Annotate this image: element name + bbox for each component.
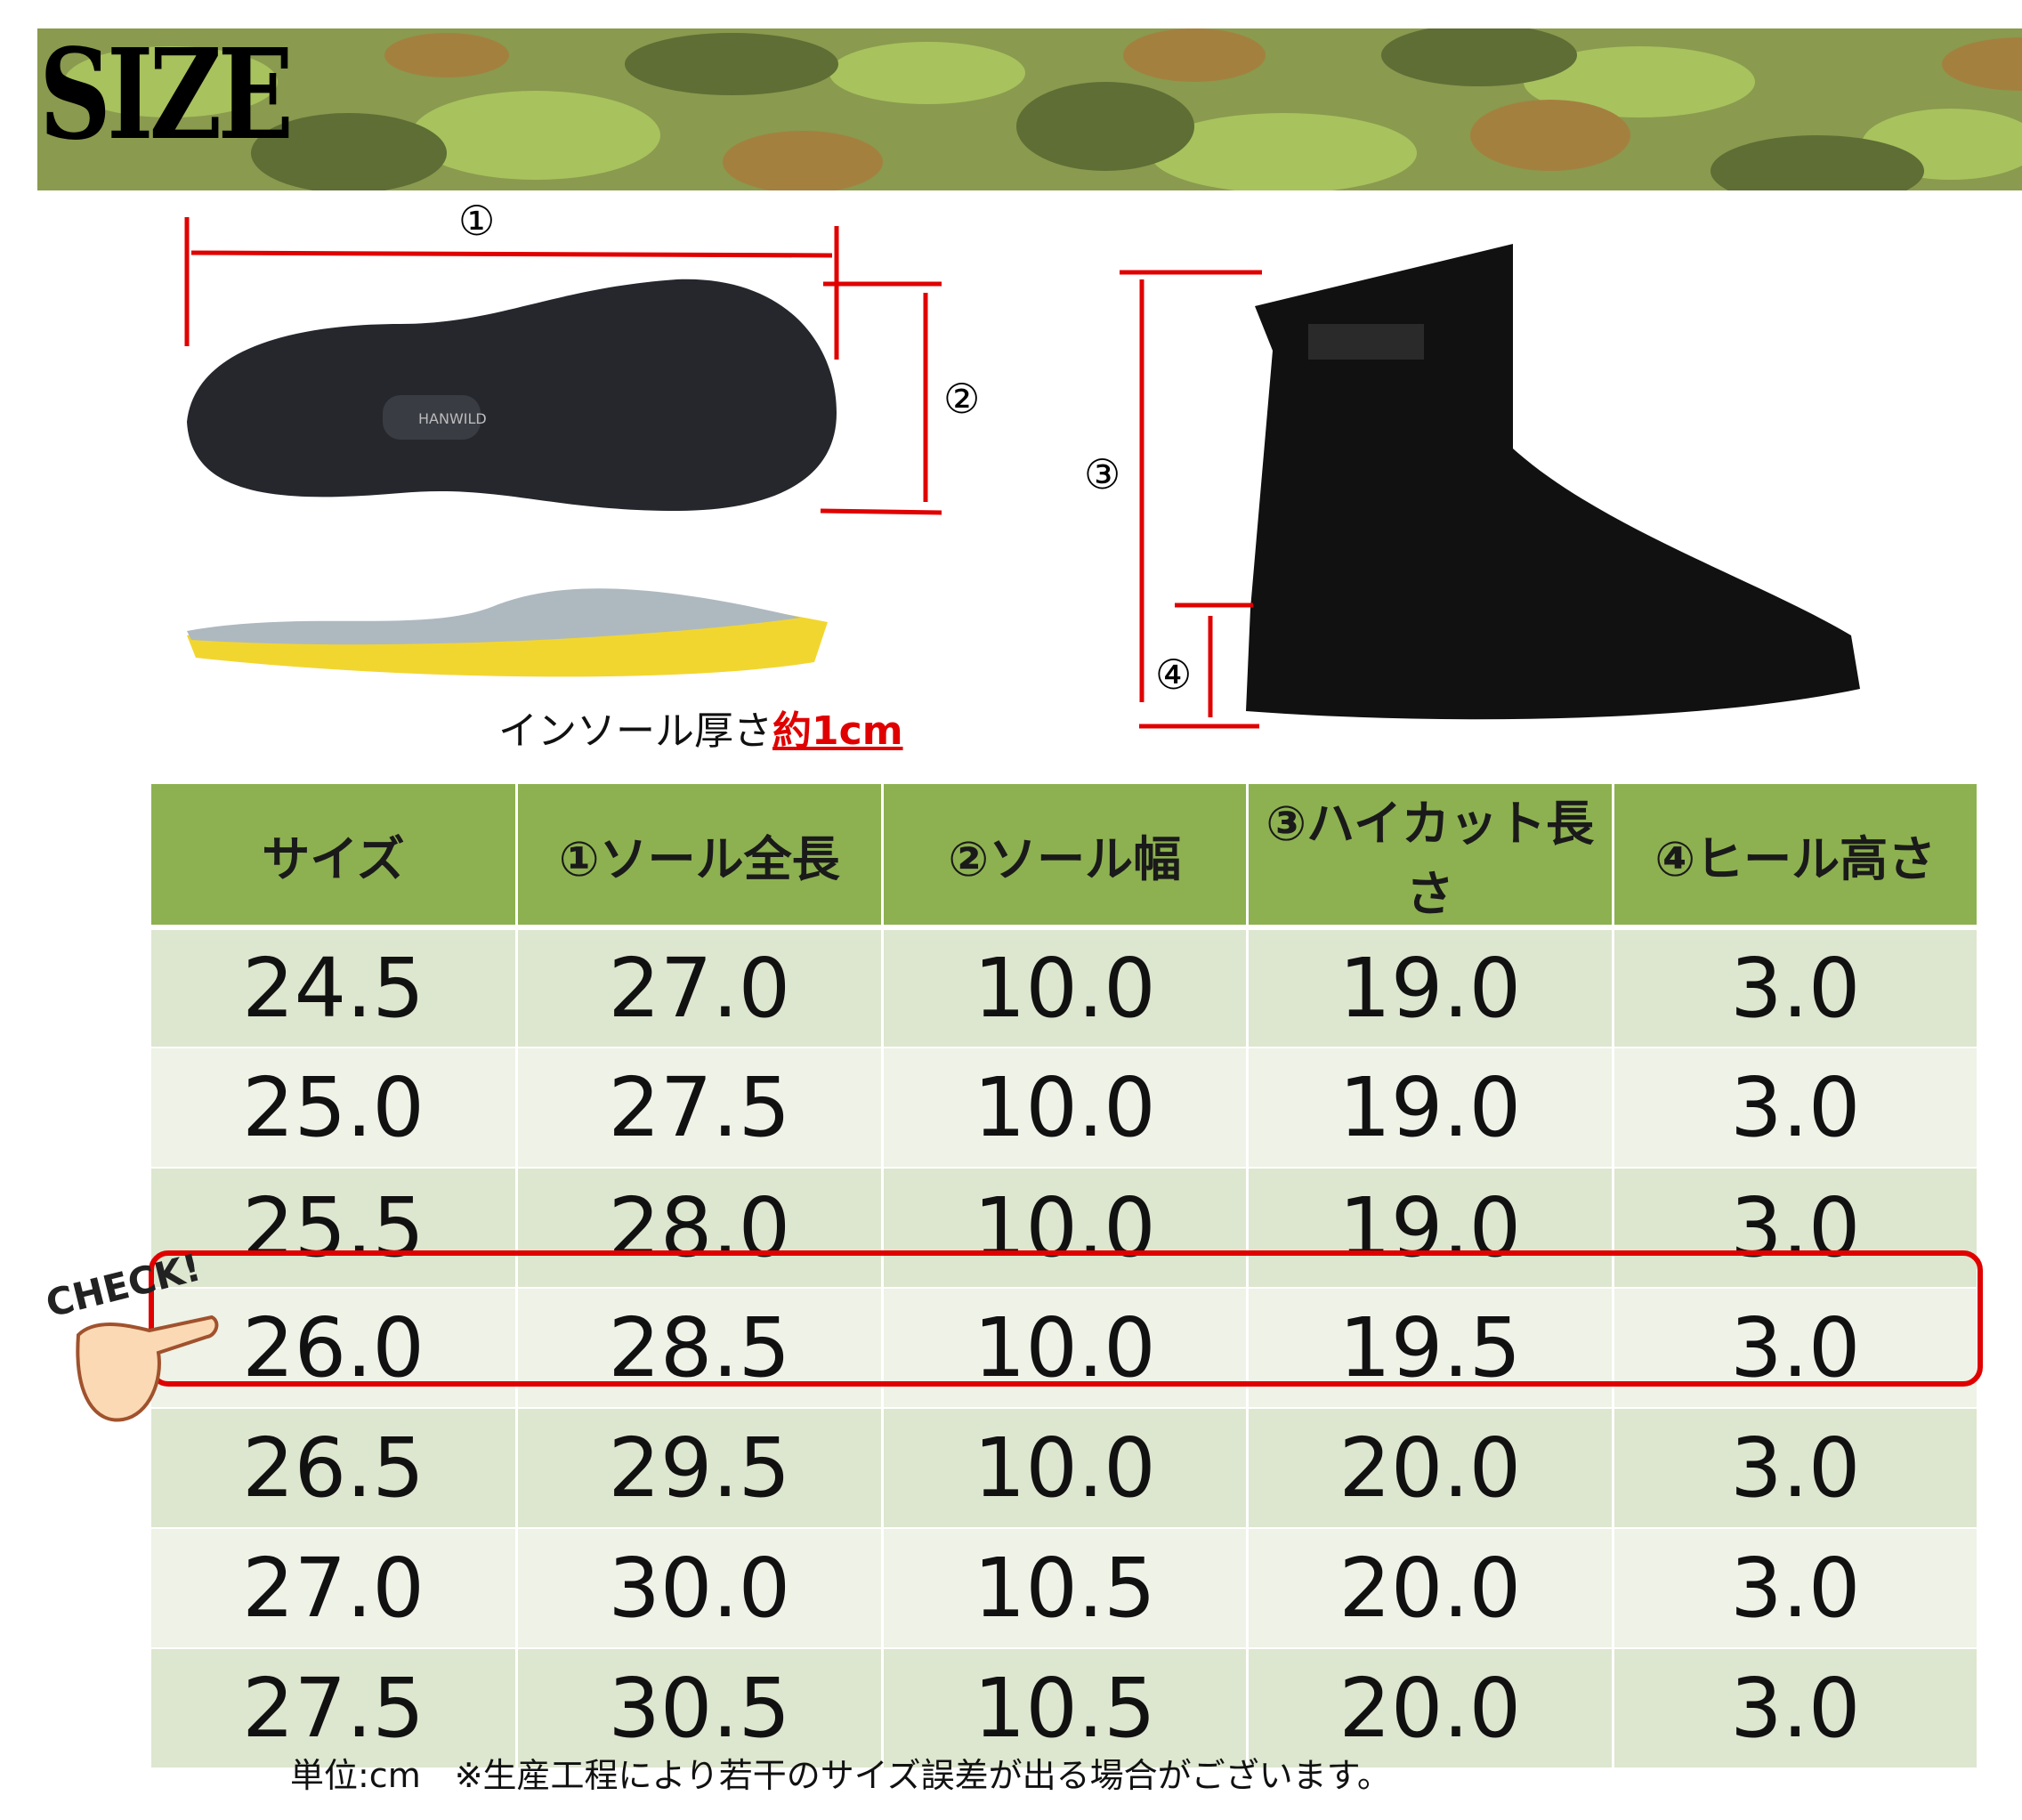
cell-size: 25.5 <box>151 1168 518 1289</box>
pointing-hand-icon <box>76 1314 219 1422</box>
cell-size: 27.0 <box>151 1528 518 1649</box>
measurement-diagram: ① ② ③ ④ HANWILD <box>184 197 1860 729</box>
table-row: 26.0 28.5 10.0 19.5 3.0 <box>151 1288 1979 1409</box>
cell-sole-length: 28.0 <box>516 1168 884 1289</box>
cell-heel-height: 3.0 <box>1613 1648 1979 1769</box>
cell-hicut-length: 20.0 <box>1247 1648 1614 1769</box>
table-header-row: サイズ ①ソール全長 ②ソール幅 ③ハイカット長さ ④ヒール高さ <box>151 784 1979 930</box>
cell-size: 26.0 <box>151 1288 518 1409</box>
cell-hicut-length: 19.0 <box>1247 1048 1614 1169</box>
table-row: 25.0 27.5 10.0 19.0 3.0 <box>151 1048 1979 1169</box>
cell-sole-width: 10.0 <box>882 1288 1249 1409</box>
table-row: 27.0 30.0 10.5 20.0 3.0 <box>151 1528 1979 1649</box>
cell-sole-length: 29.5 <box>516 1408 884 1529</box>
outsole-image <box>187 279 837 511</box>
cell-sole-length: 30.5 <box>516 1648 884 1769</box>
cell-size: 24.5 <box>151 927 518 1048</box>
camo-banner <box>37 28 2022 190</box>
cell-sole-width: 10.0 <box>882 927 1249 1048</box>
insole-caption: インソール厚さ約1cm <box>498 699 903 756</box>
cell-sole-length: 27.0 <box>516 927 884 1048</box>
cell-size: 26.5 <box>151 1408 518 1529</box>
cell-sole-length: 30.0 <box>516 1528 884 1649</box>
boot-image <box>1246 244 1860 720</box>
marker-3: ③ <box>1084 450 1120 498</box>
cell-hicut-length: 20.0 <box>1247 1408 1614 1529</box>
footer-note: 単位:cm ※生産工程により若干のサイズ誤差が出る場合がございます。 <box>290 1756 1391 1795</box>
marker-1: ① <box>458 197 495 245</box>
table-row: 24.5 27.0 10.0 19.0 3.0 <box>151 927 1979 1048</box>
camo-pattern <box>37 28 2022 190</box>
cell-heel-height: 3.0 <box>1613 1168 1979 1289</box>
sole-brand: HANWILD <box>418 410 487 427</box>
cell-heel-height: 3.0 <box>1613 1048 1979 1169</box>
table-row: 25.5 28.0 10.0 19.0 3.0 <box>151 1168 1979 1289</box>
caption-highlight: 約1cm <box>772 708 903 754</box>
cell-sole-width: 10.5 <box>882 1648 1249 1769</box>
measure-lines <box>184 217 1262 729</box>
header-heel-height: ④ヒール高さ <box>1613 784 1979 930</box>
header-hicut-length: ③ハイカット長さ <box>1247 784 1614 930</box>
marker-2: ② <box>943 375 980 423</box>
cell-hicut-length: 20.0 <box>1247 1528 1614 1649</box>
banner-title: SIZE <box>39 22 294 168</box>
size-table: サイズ ①ソール全長 ②ソール幅 ③ハイカット長さ ④ヒール高さ 24.5 27.… <box>151 784 1979 1769</box>
caption-text: インソール厚さ <box>498 708 772 754</box>
header-sole-width: ②ソール幅 <box>882 784 1249 930</box>
table-row: 27.5 30.5 10.5 20.0 3.0 <box>151 1648 1979 1769</box>
insole-image <box>187 588 828 677</box>
cell-hicut-length: 19.0 <box>1247 927 1614 1048</box>
cell-hicut-length: 19.0 <box>1247 1168 1614 1289</box>
cell-sole-width: 10.0 <box>882 1168 1249 1289</box>
header-sole-length: ①ソール全長 <box>516 784 884 930</box>
cell-heel-height: 3.0 <box>1613 927 1979 1048</box>
cell-sole-length: 27.5 <box>516 1048 884 1169</box>
cell-size: 25.0 <box>151 1048 518 1169</box>
cell-hicut-length: 19.5 <box>1247 1288 1614 1409</box>
cell-heel-height: 3.0 <box>1613 1408 1979 1529</box>
header-size: サイズ <box>151 784 518 930</box>
cell-heel-height: 3.0 <box>1613 1528 1979 1649</box>
cell-sole-width: 10.0 <box>882 1408 1249 1529</box>
marker-4: ④ <box>1155 651 1192 699</box>
cell-sole-width: 10.5 <box>882 1528 1249 1649</box>
cell-sole-length: 28.5 <box>516 1288 884 1409</box>
cell-sole-width: 10.0 <box>882 1048 1249 1169</box>
table-row: 26.5 29.5 10.0 20.0 3.0 <box>151 1408 1979 1529</box>
cell-heel-height: 3.0 <box>1613 1288 1979 1409</box>
highlight-row-frame <box>149 1250 1983 1387</box>
cell-size: 27.5 <box>151 1648 518 1769</box>
